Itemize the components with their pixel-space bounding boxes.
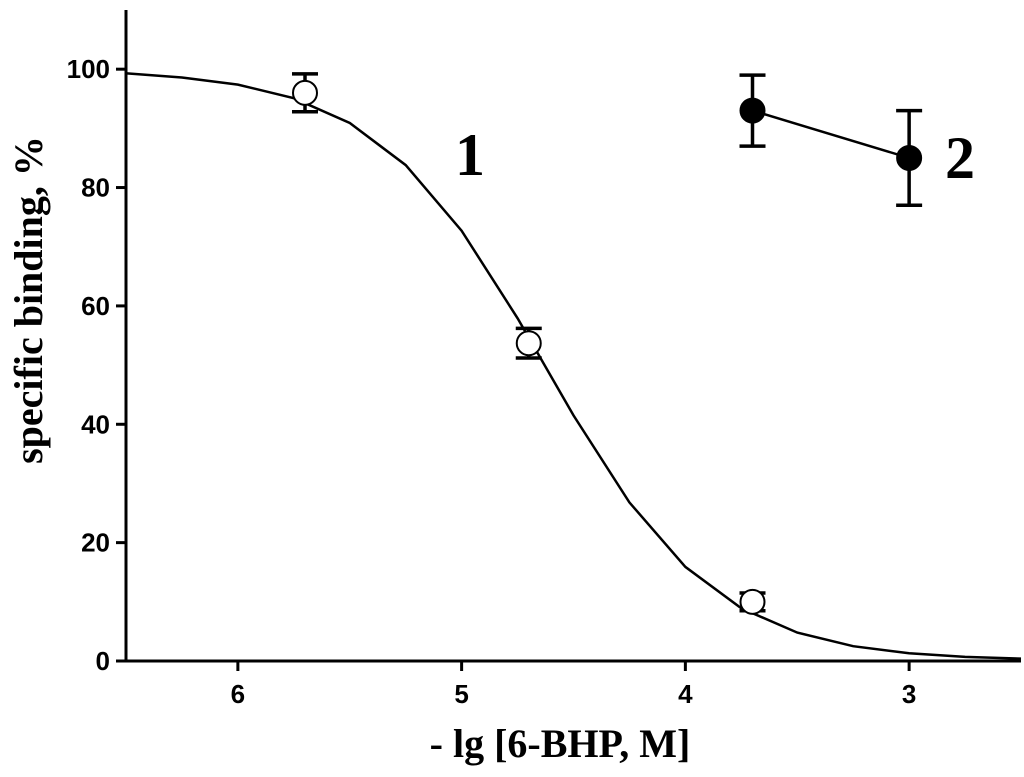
data-point	[896, 144, 923, 171]
y-tick-label: 60	[81, 291, 110, 321]
x-tick-label: 4	[678, 679, 693, 709]
y-tick-label: 100	[67, 54, 110, 84]
data-point	[292, 79, 318, 106]
y-tick-label: 20	[81, 528, 110, 558]
series-label: 2	[945, 125, 975, 191]
series-line	[752, 109, 910, 160]
x-tick-label: 5	[454, 679, 468, 709]
x-tick-label: 6	[231, 679, 245, 709]
data-point	[515, 330, 542, 357]
data-point	[739, 588, 766, 615]
data-point	[739, 97, 766, 124]
y-tick-label: 40	[81, 409, 110, 439]
x-axis-label: - lg [6-BHP, M]	[430, 721, 691, 766]
y-axis-label: specific binding, %	[6, 136, 51, 464]
y-tick-label: 0	[96, 646, 110, 676]
x-tick-label: 3	[902, 679, 916, 709]
y-tick-label: 80	[81, 173, 110, 203]
fit-curve	[125, 72, 1022, 660]
series-label: 1	[455, 122, 485, 188]
